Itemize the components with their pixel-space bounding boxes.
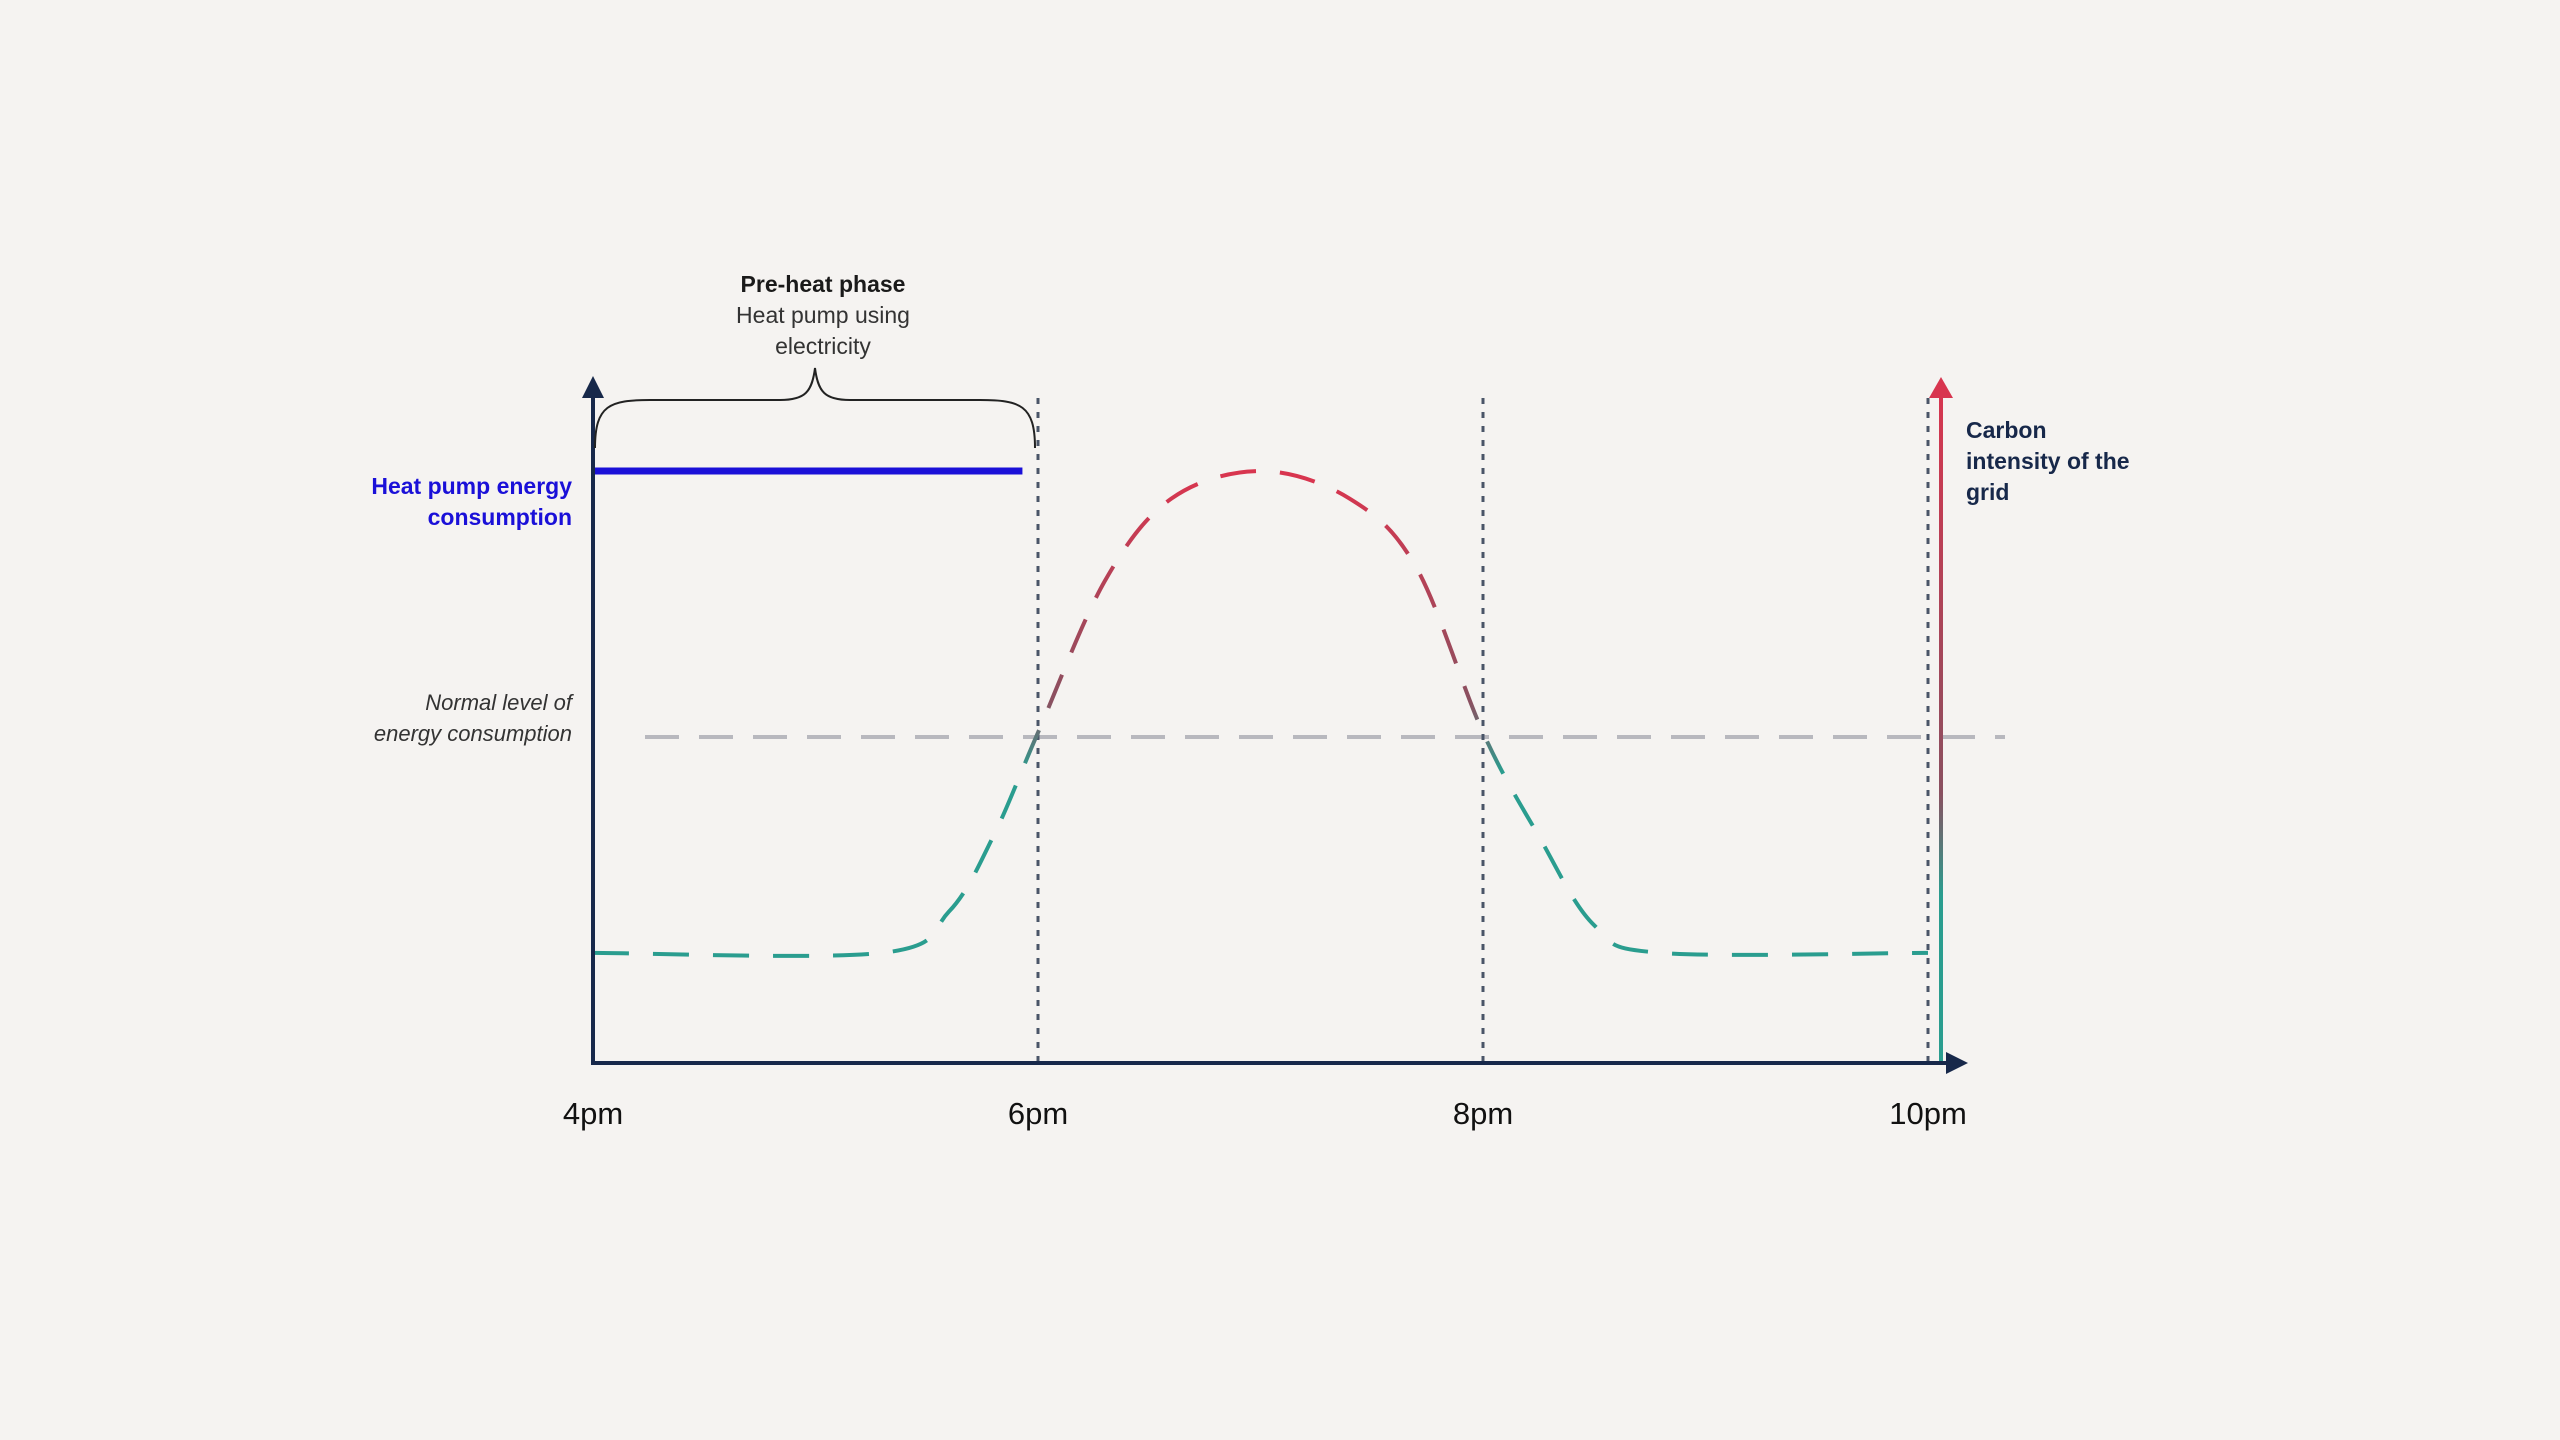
heat-pump-label-line2: consumption [428,504,572,530]
carbon-label-line2: intensity of the [1966,448,2130,474]
y-axis-left [582,376,604,1063]
x-axis [591,1052,1968,1074]
x-axis-arrow [1946,1052,1968,1074]
carbon-axis [1929,377,1953,1063]
heat-pump-label: Heat pump energy consumption [371,473,572,530]
preheat-title: Pre-heat phase [741,271,906,297]
normal-level-label: Normal level of energy consumption [374,690,575,746]
normal-level-label-line1: Normal level of [425,690,575,715]
tick-label-8pm: 8pm [1453,1096,1513,1131]
carbon-label: Carbon intensity of the grid [1966,417,2130,505]
carbon-label-line3: grid [1966,479,2009,505]
preheat-annotation: Pre-heat phase Heat pump using electrici… [736,271,910,359]
carbon-axis-arrow [1929,377,1953,398]
tick-label-4pm: 4pm [563,1096,623,1131]
tick-label-6pm: 6pm [1008,1096,1068,1131]
preheat-line1: Heat pump using [736,302,910,328]
carbon-intensity-curve [592,468,1929,958]
tick-label-10pm: 10pm [1889,1096,1967,1131]
carbon-label-line1: Carbon [1966,417,2047,443]
y-axis-arrow [582,376,604,398]
heat-pump-label-line1: Heat pump energy [371,473,572,499]
preheat-line2: electricity [775,333,871,359]
normal-level-label-line2: energy consumption [374,721,572,746]
x-tick-labels: 4pm 6pm 8pm 10pm [563,1096,1967,1131]
preheat-bracket [594,367,1036,449]
